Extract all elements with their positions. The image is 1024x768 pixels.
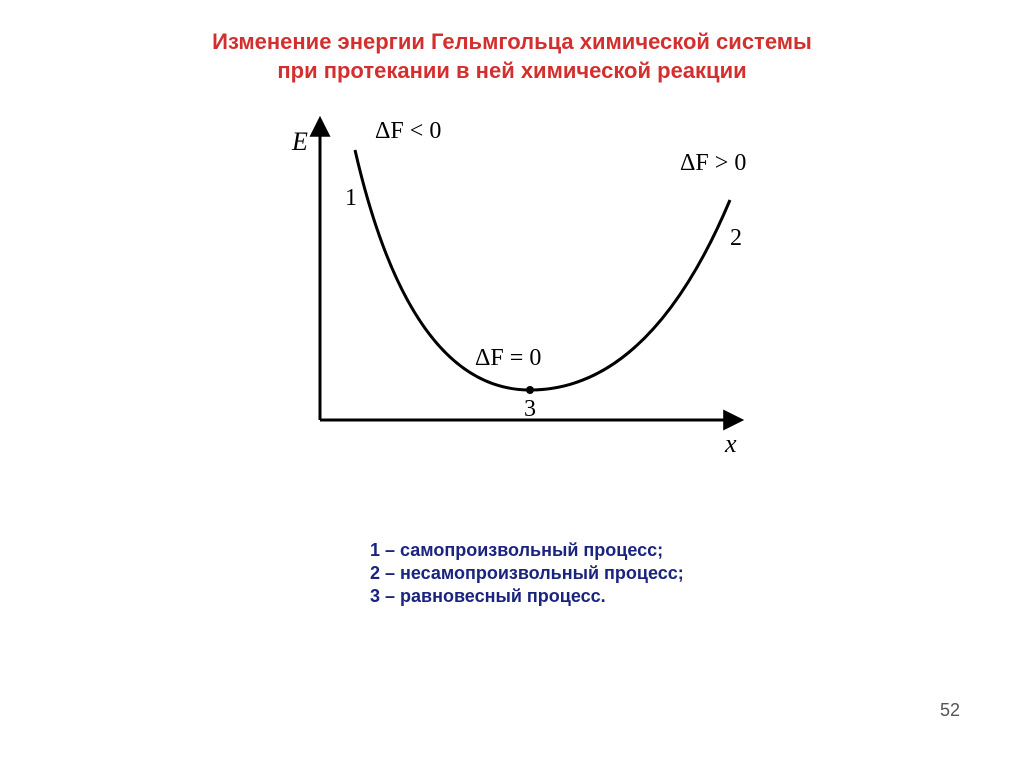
legend-item-2: 2 – несамопроизвольный процесс; [370,563,684,584]
curve-label-3: 3 [524,396,536,422]
annotation-delta-f-pos: ΔF > 0 [680,150,746,176]
energy-curve [355,150,730,390]
y-axis-label: E [291,127,308,156]
x-axis-label: x [724,429,737,458]
legend-item-3: 3 – равновесный процесс. [370,586,684,607]
annotation-delta-f-neg: ΔF < 0 [375,118,441,144]
page-number: 52 [940,700,960,721]
legend-item-1: 1 – самопроизвольный процесс; [370,540,684,561]
energy-chart: Ex ΔF < 0 ΔF > 0 ΔF = 0 1 2 3 [260,110,780,475]
equilibrium-point [526,386,534,394]
slide-title: Изменение энергии Гельмгольца химической… [0,28,1024,85]
legend: 1 – самопроизвольный процесс; 2 – несамо… [370,540,684,609]
title-line-2: при протекании в ней химической реакции [277,58,746,83]
title-line-1: Изменение энергии Гельмгольца химической… [212,29,812,54]
curve-label-2: 2 [730,225,742,251]
curve-label-1: 1 [345,185,357,211]
annotation-delta-f-zero: ΔF = 0 [475,345,541,371]
chart-svg: Ex ΔF < 0 ΔF > 0 ΔF = 0 1 2 3 [260,110,780,470]
